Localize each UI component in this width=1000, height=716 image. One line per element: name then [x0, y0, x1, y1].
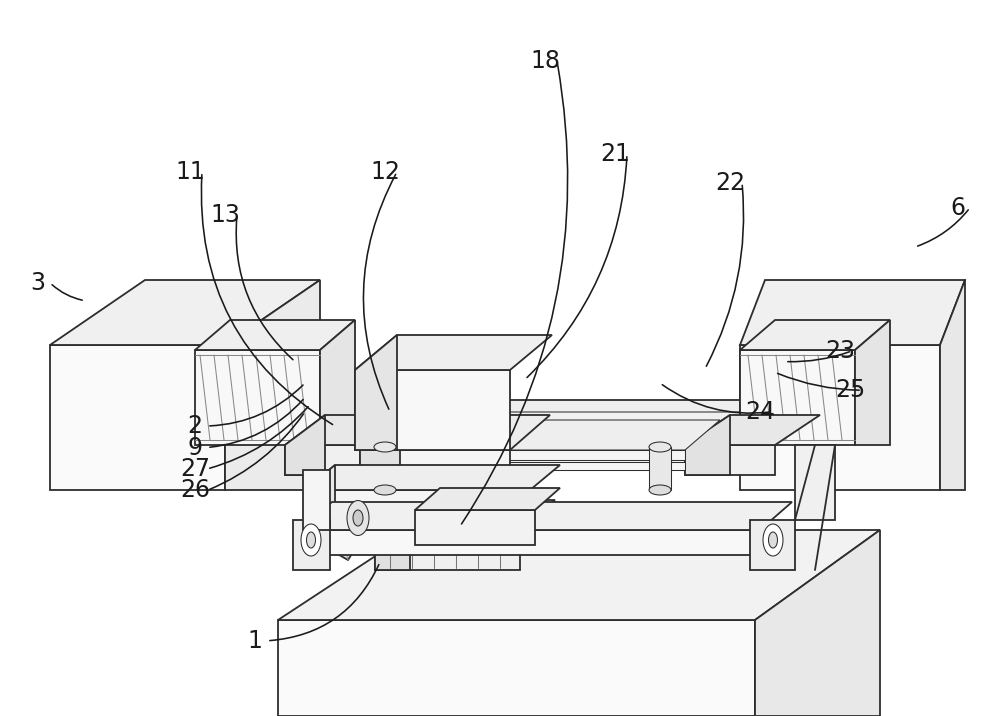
Ellipse shape	[374, 485, 396, 495]
Polygon shape	[740, 345, 940, 490]
Polygon shape	[740, 280, 965, 345]
Text: 24: 24	[745, 400, 775, 424]
Polygon shape	[278, 620, 755, 716]
Text: 11: 11	[175, 160, 205, 184]
Polygon shape	[320, 320, 355, 445]
Ellipse shape	[763, 524, 783, 556]
Polygon shape	[305, 465, 335, 510]
Polygon shape	[940, 280, 965, 490]
Text: 21: 21	[600, 142, 630, 166]
Polygon shape	[355, 335, 397, 450]
Text: 12: 12	[370, 160, 400, 184]
Polygon shape	[375, 420, 720, 450]
Text: 3: 3	[30, 271, 46, 295]
Text: 18: 18	[530, 49, 560, 73]
Text: 26: 26	[180, 478, 210, 503]
Polygon shape	[755, 530, 880, 716]
Polygon shape	[303, 470, 330, 530]
Text: 27: 27	[180, 457, 210, 481]
Text: 1: 1	[248, 629, 262, 653]
Polygon shape	[313, 505, 370, 560]
Polygon shape	[355, 335, 552, 370]
Polygon shape	[740, 320, 890, 350]
Polygon shape	[685, 445, 775, 475]
Polygon shape	[855, 320, 890, 445]
Polygon shape	[285, 445, 375, 475]
Polygon shape	[375, 462, 685, 470]
Polygon shape	[155, 400, 215, 470]
Polygon shape	[360, 415, 400, 530]
Ellipse shape	[353, 510, 363, 526]
Polygon shape	[195, 350, 320, 445]
Polygon shape	[685, 415, 820, 445]
Polygon shape	[348, 495, 400, 510]
Text: 2: 2	[188, 414, 202, 438]
Ellipse shape	[649, 442, 671, 452]
Text: 25: 25	[835, 378, 865, 402]
Polygon shape	[740, 350, 855, 445]
Polygon shape	[375, 530, 520, 570]
Polygon shape	[415, 510, 535, 545]
Text: 9: 9	[188, 435, 202, 460]
Text: 22: 22	[715, 170, 745, 195]
Polygon shape	[375, 450, 685, 460]
Polygon shape	[795, 445, 835, 520]
Ellipse shape	[301, 524, 321, 556]
Polygon shape	[750, 520, 795, 570]
Ellipse shape	[768, 532, 778, 548]
Polygon shape	[155, 400, 880, 435]
Ellipse shape	[347, 500, 369, 536]
Text: 23: 23	[825, 339, 855, 363]
Text: 13: 13	[210, 203, 240, 227]
Polygon shape	[360, 450, 510, 530]
Polygon shape	[293, 520, 330, 570]
Polygon shape	[278, 530, 880, 620]
Polygon shape	[300, 502, 792, 530]
Ellipse shape	[306, 532, 316, 548]
Polygon shape	[305, 490, 530, 510]
Polygon shape	[50, 280, 320, 345]
Polygon shape	[375, 500, 410, 570]
Polygon shape	[155, 435, 840, 470]
Polygon shape	[649, 447, 671, 490]
Polygon shape	[305, 465, 560, 490]
Polygon shape	[185, 412, 855, 445]
Text: 6: 6	[950, 195, 966, 220]
Polygon shape	[285, 415, 325, 475]
Polygon shape	[50, 345, 225, 490]
Polygon shape	[375, 500, 555, 530]
Ellipse shape	[649, 485, 671, 495]
Polygon shape	[685, 415, 730, 475]
Polygon shape	[355, 370, 510, 450]
Ellipse shape	[374, 442, 396, 452]
Polygon shape	[374, 447, 396, 490]
Polygon shape	[185, 445, 820, 465]
Polygon shape	[300, 530, 760, 555]
Polygon shape	[415, 488, 560, 510]
Polygon shape	[285, 415, 415, 445]
Polygon shape	[360, 415, 550, 450]
Polygon shape	[195, 320, 355, 350]
Polygon shape	[225, 280, 320, 490]
